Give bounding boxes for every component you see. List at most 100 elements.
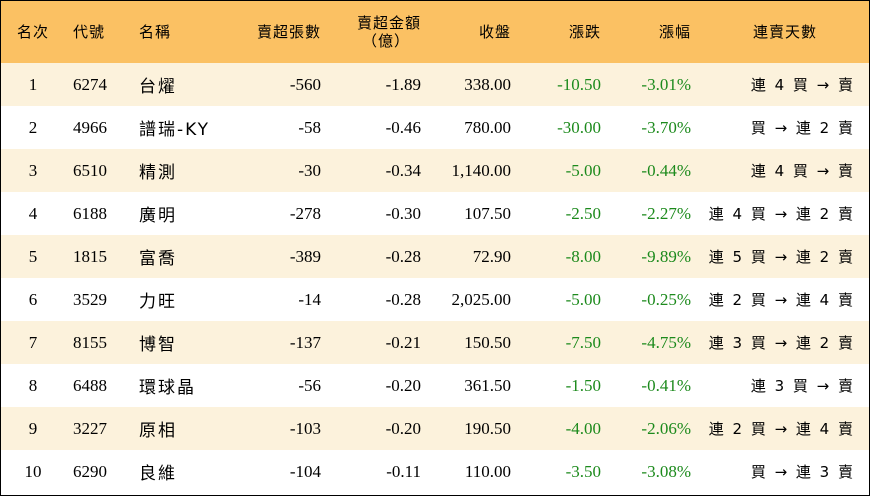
change-cell: -5.00 [565,160,601,180]
change-cell: -4.00 [565,418,601,438]
header-sell-amount-line2: （億） [361,32,410,50]
rank-cell: 7 [28,332,38,352]
change-pct-cell: -3.70% [641,117,691,137]
change-pct-cell: -0.25% [641,289,691,309]
name-cell: 環球晶 [139,378,196,398]
sell-lots-cell: -104 [289,461,321,481]
sell-lots-cell: -103 [289,418,321,438]
sell-amount-cell: -0.11 [386,461,421,481]
code-cell: 6510 [73,160,107,180]
name-cell: 譜瑞-KY [139,120,211,140]
close-cell: 107.50 [464,203,511,223]
change-pct-cell: -2.06% [641,418,691,438]
rank-cell: 2 [28,117,38,137]
code-cell: 6290 [73,461,107,481]
sell-amount-cell: -0.30 [385,203,421,223]
rank-cell: 9 [28,418,38,438]
table-row: 5 1815 富喬 -389 -0.28 72.90 -8.00 -9.89% 連 5 買 → … [1,235,869,278]
code-cell: 6488 [73,375,107,395]
header-row: 名次 代號 名稱 賣超張數 賣超金額 （億） 收盤 漲跌 漲幅 連賣天數 [1,1,869,63]
change-pct-cell: -9.89% [641,246,691,266]
header-change-pct: 漲幅 [658,23,691,41]
close-cell: 361.50 [464,375,511,395]
header-name: 名稱 [139,23,172,41]
consecutive-cell: 連 4 買 → 賣 [750,162,855,180]
consecutive-cell: 連 2 買 → 連 4 賣 [708,420,855,438]
consecutive-cell: 連 3 買 → 賣 [750,377,855,395]
sell-lots-cell: -137 [289,332,321,352]
sell-amount-cell: -0.20 [385,418,421,438]
rank-cell: 6 [28,289,38,309]
rank-cell: 5 [28,246,38,266]
table-row: 2 4966 譜瑞-KY -58 -0.46 780.00 -30.00 -3.70% 買 → … [1,106,869,149]
header-sell-lots: 賣超張數 [256,23,321,41]
sell-amount-cell: -1.89 [385,74,421,94]
close-cell: 190.50 [464,418,511,438]
change-pct-cell: -3.01% [641,74,691,94]
name-cell: 良維 [139,464,177,484]
code-cell: 8155 [73,332,107,352]
rank-cell: 3 [28,160,38,180]
table-row: 3 6510 精測 -30 -0.34 1,140.00 -5.00 -0.44% 連 4 買 … [1,149,869,192]
table-row: 6 3529 力旺 -14 -0.28 2,025.00 -5.00 -0.25% 連 2 買 … [1,278,869,321]
code-cell: 3227 [73,418,107,438]
table-row: 1 6274 台燿 -560 -1.89 338.00 -10.50 -3.01% 連 4 買 … [1,63,869,106]
table-row: 10 6290 良維 -104 -0.11 110.00 -3.50 -3.08% 買 → 連 … [1,450,869,493]
sell-amount-cell: -0.34 [385,160,421,180]
change-pct-cell: -0.41% [641,375,691,395]
change-pct-cell: -3.08% [641,461,691,481]
change-cell: -5.00 [565,289,601,309]
change-cell: -8.00 [565,246,601,266]
rank-cell: 1 [28,74,38,94]
close-cell: 72.90 [472,246,511,266]
close-cell: 110.00 [464,461,511,481]
sell-amount-cell: -0.21 [385,332,421,352]
code-cell: 1815 [73,246,107,266]
change-cell: -10.50 [557,74,601,94]
consecutive-cell: 連 4 買 → 賣 [750,76,855,94]
rank-cell: 10 [24,461,42,481]
change-cell: -30.00 [557,117,601,137]
code-cell: 4966 [73,117,107,137]
change-cell: -1.50 [565,375,601,395]
sell-amount-cell: -0.46 [385,117,421,137]
sell-amount-cell: -0.28 [385,246,421,266]
sell-lots-cell: -14 [298,289,321,309]
sell-lots-cell: -389 [289,246,321,266]
header-code: 代號 [73,23,106,41]
table-row: 4 6188 廣明 -278 -0.30 107.50 -2.50 -2.27% 連 4 買 →… [1,192,869,235]
sell-lots-cell: -560 [289,74,321,94]
sell-lots-cell: -278 [289,203,321,223]
close-cell: 2,025.00 [451,289,512,309]
change-cell: -7.50 [565,332,601,352]
close-cell: 1,140.00 [451,160,512,180]
consecutive-cell: 連 5 買 → 連 2 賣 [708,248,855,266]
change-cell: -2.50 [565,203,601,223]
name-cell: 台燿 [139,77,177,97]
consecutive-cell: 連 4 買 → 連 2 賣 [708,205,855,223]
name-cell: 力旺 [139,292,177,312]
header-consecutive: 連賣天數 [752,23,817,41]
header-sell-amount: 賣超金額 （億） [331,1,431,63]
sell-lots-cell: -56 [298,375,321,395]
code-cell: 6188 [73,203,107,223]
rank-cell: 8 [28,375,38,395]
header-close: 收盤 [478,23,511,41]
name-cell: 博智 [139,335,177,355]
table-row: 9 3227 原相 -103 -0.20 190.50 -4.00 -2.06% 連 2 買 →… [1,407,869,450]
rank-cell: 4 [28,203,38,223]
close-cell: 150.50 [464,332,511,352]
table-row: 7 8155 博智 -137 -0.21 150.50 -7.50 -4.75% 連 3 買 →… [1,321,869,364]
code-cell: 6274 [73,74,107,94]
close-cell: 338.00 [464,74,511,94]
change-pct-cell: -4.75% [641,332,691,352]
name-cell: 富喬 [139,249,177,269]
sell-lots-cell: -30 [298,160,321,180]
consecutive-cell: 買 → 連 3 賣 [750,463,855,481]
change-pct-cell: -2.27% [641,203,691,223]
sell-amount-cell: -0.20 [385,375,421,395]
header-change: 漲跌 [568,23,601,41]
change-pct-cell: -0.44% [641,160,691,180]
